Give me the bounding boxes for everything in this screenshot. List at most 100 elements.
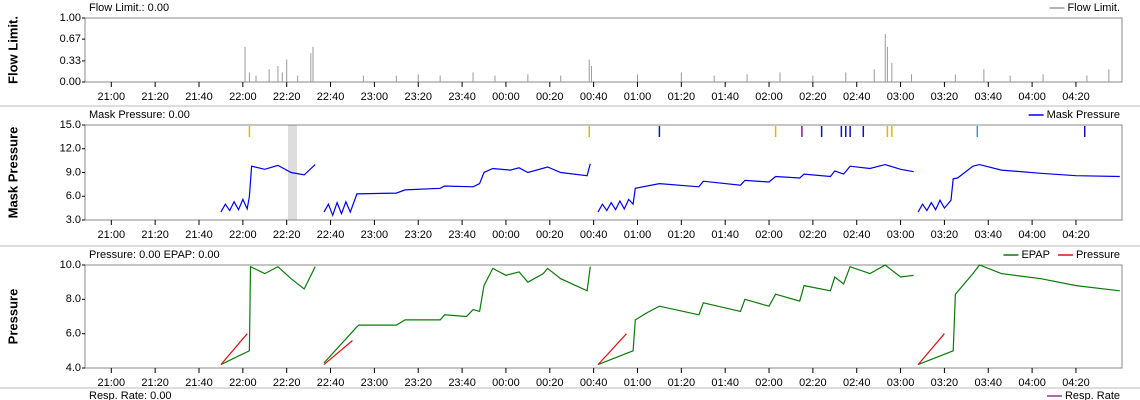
x-tick-label: 00:40 xyxy=(580,229,608,241)
x-tick-label: 01:00 xyxy=(624,377,652,389)
x-tick-label: 00:00 xyxy=(492,229,520,241)
x-tick-label: 01:40 xyxy=(711,91,739,103)
chart-title: Resp. Rate: 0.00 xyxy=(89,390,172,400)
x-tick-label: 23:00 xyxy=(361,91,389,103)
x-tick-label: 02:20 xyxy=(799,91,827,103)
legend-label: EPAP xyxy=(1021,249,1050,261)
x-tick-label: 23:40 xyxy=(448,229,476,241)
x-tick-label: 03:40 xyxy=(974,91,1002,103)
series-line xyxy=(220,333,945,366)
x-tick-label: 23:40 xyxy=(448,91,476,103)
y-tick-label: 0.67 xyxy=(60,33,81,45)
legend-label: Mask Pressure xyxy=(1047,109,1120,121)
x-tick-label: 01:20 xyxy=(668,229,696,241)
y-axis-label: Pressure xyxy=(5,289,20,345)
x-tick-label: 02:00 xyxy=(755,377,783,389)
y-tick-label: 15.0 xyxy=(60,119,81,131)
x-tick-label: 00:20 xyxy=(536,229,564,241)
x-tick-label: 03:40 xyxy=(974,229,1002,241)
x-tick-label: 23:20 xyxy=(404,377,432,389)
x-tick-label: 01:20 xyxy=(668,91,696,103)
y-tick-label: 10.0 xyxy=(60,259,81,271)
x-tick-label: 01:00 xyxy=(624,91,652,103)
x-tick-label: 22:40 xyxy=(317,377,345,389)
x-tick-label: 03:20 xyxy=(931,91,959,103)
legend-label: Resp. Rate xyxy=(1065,390,1120,400)
plot-area xyxy=(84,264,1123,369)
x-tick-label: 02:40 xyxy=(843,377,871,389)
y-tick-label: 1.00 xyxy=(60,12,81,24)
x-tick-label: 03:00 xyxy=(887,91,915,103)
x-tick-label: 00:00 xyxy=(492,91,520,103)
x-tick-label: 04:00 xyxy=(1018,91,1046,103)
x-tick-label: 01:40 xyxy=(711,229,739,241)
x-tick-label: 22:40 xyxy=(317,91,345,103)
y-tick-label: 0.00 xyxy=(60,76,81,88)
x-tick-label: 03:20 xyxy=(931,229,959,241)
x-tick-label: 00:00 xyxy=(492,377,520,389)
x-tick-label: 01:00 xyxy=(624,229,652,241)
x-tick-label: 03:00 xyxy=(887,377,915,389)
x-tick-label: 02:40 xyxy=(843,229,871,241)
y-tick-label: 12.0 xyxy=(60,143,81,155)
y-axis-label: Mask Pressure xyxy=(5,127,20,219)
x-tick-label: 21:40 xyxy=(185,91,213,103)
x-tick-label: 21:00 xyxy=(98,229,126,241)
x-tick-label: 01:40 xyxy=(711,377,739,389)
x-tick-label: 00:20 xyxy=(536,377,564,389)
x-tick-label: 21:20 xyxy=(141,377,169,389)
x-tick-label: 00:40 xyxy=(580,377,608,389)
plot-area xyxy=(84,17,1123,83)
x-tick-label: 21:00 xyxy=(98,377,126,389)
x-tick-label: 23:20 xyxy=(404,229,432,241)
x-tick-label: 23:40 xyxy=(448,377,476,389)
y-tick-label: 9.0 xyxy=(66,166,81,178)
y-tick-label: 6.0 xyxy=(66,328,81,340)
x-tick-label: 22:20 xyxy=(273,377,301,389)
x-tick-label: 22:00 xyxy=(229,91,257,103)
x-tick-label: 02:40 xyxy=(843,91,871,103)
x-tick-label: 02:00 xyxy=(755,91,783,103)
x-tick-label: 22:00 xyxy=(229,377,257,389)
series-line xyxy=(220,163,1120,218)
x-tick-label: 21:00 xyxy=(98,91,126,103)
x-tick-label: 02:20 xyxy=(799,377,827,389)
x-tick-label: 23:00 xyxy=(361,377,389,389)
x-tick-label: 22:20 xyxy=(273,229,301,241)
x-tick-label: 03:40 xyxy=(974,377,1002,389)
y-tick-label: 0.33 xyxy=(60,55,81,67)
x-tick-label: 04:20 xyxy=(1062,91,1090,103)
chart-title: Pressure: 0.00 EPAP: 0.00 xyxy=(89,249,220,261)
y-axis-label: Flow Limit. xyxy=(5,16,20,84)
series-line xyxy=(220,264,1120,366)
x-tick-label: 22:20 xyxy=(273,91,301,103)
x-tick-label: 02:20 xyxy=(799,229,827,241)
legend-label: Flow Limit. xyxy=(1067,2,1120,14)
y-tick-label: 8.0 xyxy=(66,293,81,305)
x-tick-label: 00:40 xyxy=(580,91,608,103)
x-tick-label: 00:20 xyxy=(536,91,564,103)
x-tick-label: 21:40 xyxy=(185,229,213,241)
x-tick-label: 23:20 xyxy=(404,91,432,103)
y-tick-label: 4.0 xyxy=(66,362,81,374)
chart-title: Mask Pressure: 0.00 xyxy=(89,109,190,121)
x-tick-label: 04:20 xyxy=(1062,229,1090,241)
x-tick-label: 01:20 xyxy=(668,377,696,389)
x-tick-label: 21:20 xyxy=(141,91,169,103)
x-tick-label: 22:40 xyxy=(317,229,345,241)
y-tick-label: 3.0 xyxy=(66,214,81,226)
x-tick-label: 04:20 xyxy=(1062,377,1090,389)
x-tick-label: 02:00 xyxy=(755,229,783,241)
x-tick-label: 03:20 xyxy=(931,377,959,389)
x-tick-label: 23:00 xyxy=(361,229,389,241)
x-tick-label: 21:40 xyxy=(185,377,213,389)
x-tick-label: 04:00 xyxy=(1018,229,1046,241)
x-tick-label: 22:00 xyxy=(229,229,257,241)
y-tick-label: 6.0 xyxy=(66,190,81,202)
x-tick-label: 21:20 xyxy=(141,229,169,241)
x-tick-label: 04:00 xyxy=(1018,377,1046,389)
legend-label: Pressure xyxy=(1076,249,1120,261)
x-tick-label: 03:00 xyxy=(887,229,915,241)
